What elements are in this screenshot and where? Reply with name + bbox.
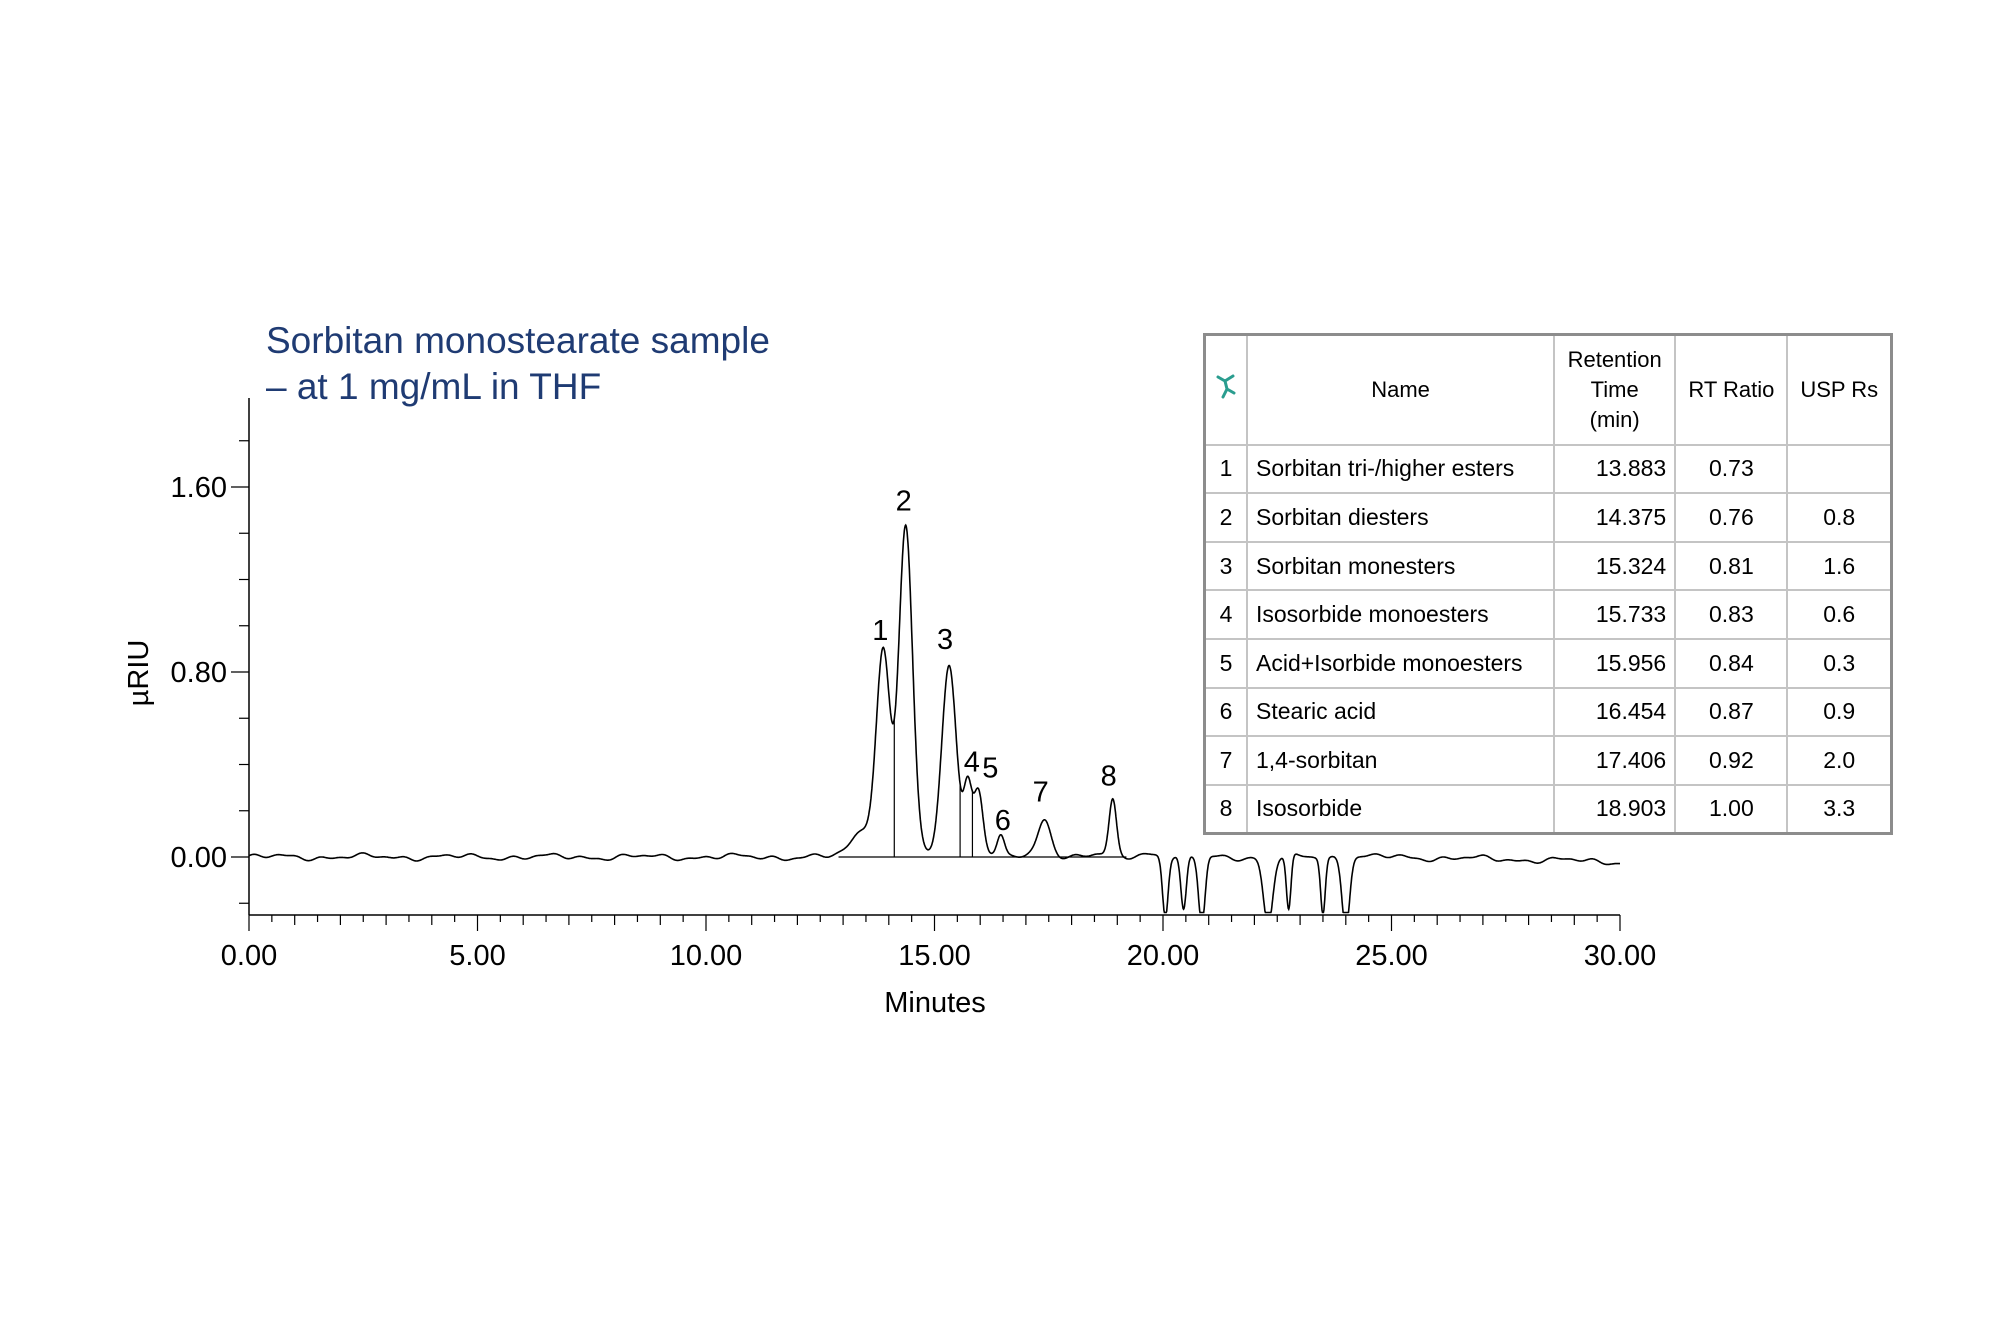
row-rt-ratio: 0.76 [1674, 492, 1789, 543]
peak-label: 8 [1101, 761, 1117, 793]
row-usp-rs: 0.9 [1786, 686, 1893, 738]
row-retention-time: 15.324 [1553, 540, 1677, 592]
row-name: 1,4-sorbitan [1245, 735, 1556, 786]
peak-label: 1 [872, 615, 888, 647]
row-name: Isosorbide monoesters [1245, 589, 1556, 640]
row-index: 5 [1203, 638, 1248, 689]
row-usp-rs: 0.6 [1786, 589, 1893, 640]
header-retention-line: Time [1590, 376, 1639, 402]
peak-label: 6 [995, 805, 1011, 837]
peak-label: 2 [896, 485, 912, 517]
row-retention-time: 15.733 [1553, 589, 1677, 640]
row-retention-time: 16.454 [1553, 686, 1677, 738]
row-rt-ratio: 0.84 [1674, 638, 1789, 689]
row-name: Acid+Isorbide monoesters [1245, 638, 1556, 689]
row-retention-time: 14.375 [1553, 492, 1677, 543]
table-row: 4 Isosorbide monoesters 15.733 0.83 0.6 [1203, 589, 1893, 640]
row-name: Sorbitan diesters [1245, 492, 1556, 543]
baselines [838, 718, 1127, 858]
table-row: 8 Isosorbide 18.903 1.00 3.3 [1203, 783, 1893, 835]
header-retention-line: (min) [1589, 406, 1640, 432]
y-axis-label: µRIU [123, 640, 155, 707]
header-retention-line: Retention [1567, 346, 1662, 372]
x-tick-label: 10.00 [670, 940, 743, 972]
row-usp-rs [1786, 443, 1893, 495]
peak-label: 4 [964, 747, 980, 779]
peak-icon [1216, 374, 1236, 399]
row-rt-ratio: 0.73 [1674, 443, 1789, 495]
row-rt-ratio: 0.81 [1674, 540, 1789, 592]
header-name: Name [1245, 333, 1556, 446]
row-usp-rs: 0.8 [1786, 492, 1893, 543]
row-retention-time: 17.406 [1553, 735, 1677, 786]
chart-title-line-1: Sorbitan monostearate sample [266, 320, 770, 361]
table-header-row: Name Retention Time (min) RT Ratio USP R… [1203, 333, 1893, 446]
x-tick-label: 0.00 [221, 940, 277, 972]
peak-label: 7 [1033, 777, 1049, 809]
x-tick-label: 25.00 [1355, 940, 1428, 972]
header-usp-rs: USP Rs [1786, 333, 1893, 446]
row-name: Stearic acid [1245, 686, 1556, 738]
row-index: 7 [1203, 735, 1248, 786]
x-tick-label: 20.00 [1127, 940, 1200, 972]
header-retention-time: Retention Time (min) [1553, 333, 1677, 446]
signal-trace [248, 523, 1620, 914]
row-name: Isosorbide [1245, 783, 1556, 835]
row-rt-ratio: 1.00 [1674, 783, 1789, 835]
row-rt-ratio: 0.92 [1674, 735, 1789, 786]
y-tick-label: 0.00 [171, 842, 227, 874]
row-retention-time: 13.883 [1553, 443, 1677, 495]
peak-label: 5 [982, 753, 998, 785]
row-name: Sorbitan monesters [1245, 540, 1556, 592]
trace [248, 523, 1620, 914]
row-usp-rs: 2.0 [1786, 735, 1893, 786]
row-index: 4 [1203, 589, 1248, 640]
table-row: 6 Stearic acid 16.454 0.87 0.9 [1203, 686, 1893, 738]
x-tick-label: 30.00 [1584, 940, 1657, 972]
row-rt-ratio: 0.83 [1674, 589, 1789, 640]
table-row: 5 Acid+Isorbide monoesters 15.956 0.84 0… [1203, 638, 1893, 689]
row-name: Sorbitan tri-/higher esters [1245, 443, 1556, 495]
row-index: 6 [1203, 686, 1248, 738]
chart-title: Sorbitan monostearate sample – at 1 mg/m… [266, 318, 906, 410]
table-row: 2 Sorbitan diesters 14.375 0.76 0.8 [1203, 492, 1893, 543]
row-usp-rs: 1.6 [1786, 540, 1893, 592]
chart-title-line-2: – at 1 mg/mL in THF [266, 366, 602, 407]
y-tick-label: 0.80 [171, 657, 227, 689]
row-index: 1 [1203, 443, 1248, 495]
row-index: 8 [1203, 783, 1248, 835]
x-tick-label: 15.00 [898, 940, 971, 972]
peak-table-corner-cell [1203, 333, 1248, 446]
table-row: 1 Sorbitan tri-/higher esters 13.883 0.7… [1203, 443, 1893, 495]
axes: 0.00 5.00 10.00 15.00 20.00 25.00 30.00 0.00 0.8… [123, 398, 1656, 1019]
row-index: 3 [1203, 540, 1248, 592]
row-retention-time: 15.956 [1553, 638, 1677, 689]
x-axis-label: Minutes [884, 987, 986, 1019]
row-index: 2 [1203, 492, 1248, 543]
peak-label: 3 [937, 624, 953, 656]
row-rt-ratio: 0.87 [1674, 686, 1789, 738]
table-row: 3 Sorbitan monesters 15.324 0.81 1.6 [1203, 540, 1893, 592]
row-usp-rs: 3.3 [1786, 783, 1893, 835]
row-usp-rs: 0.3 [1786, 638, 1893, 689]
header-rt-ratio: RT Ratio [1674, 333, 1789, 446]
y-tick-label: 1.60 [171, 472, 227, 504]
x-tick-label: 5.00 [449, 940, 505, 972]
table-row: 7 1,4-sorbitan 17.406 0.92 2.0 [1203, 735, 1893, 786]
row-retention-time: 18.903 [1553, 783, 1677, 835]
peak-table: Name Retention Time (min) RT Ratio USP R… [1203, 333, 1893, 835]
